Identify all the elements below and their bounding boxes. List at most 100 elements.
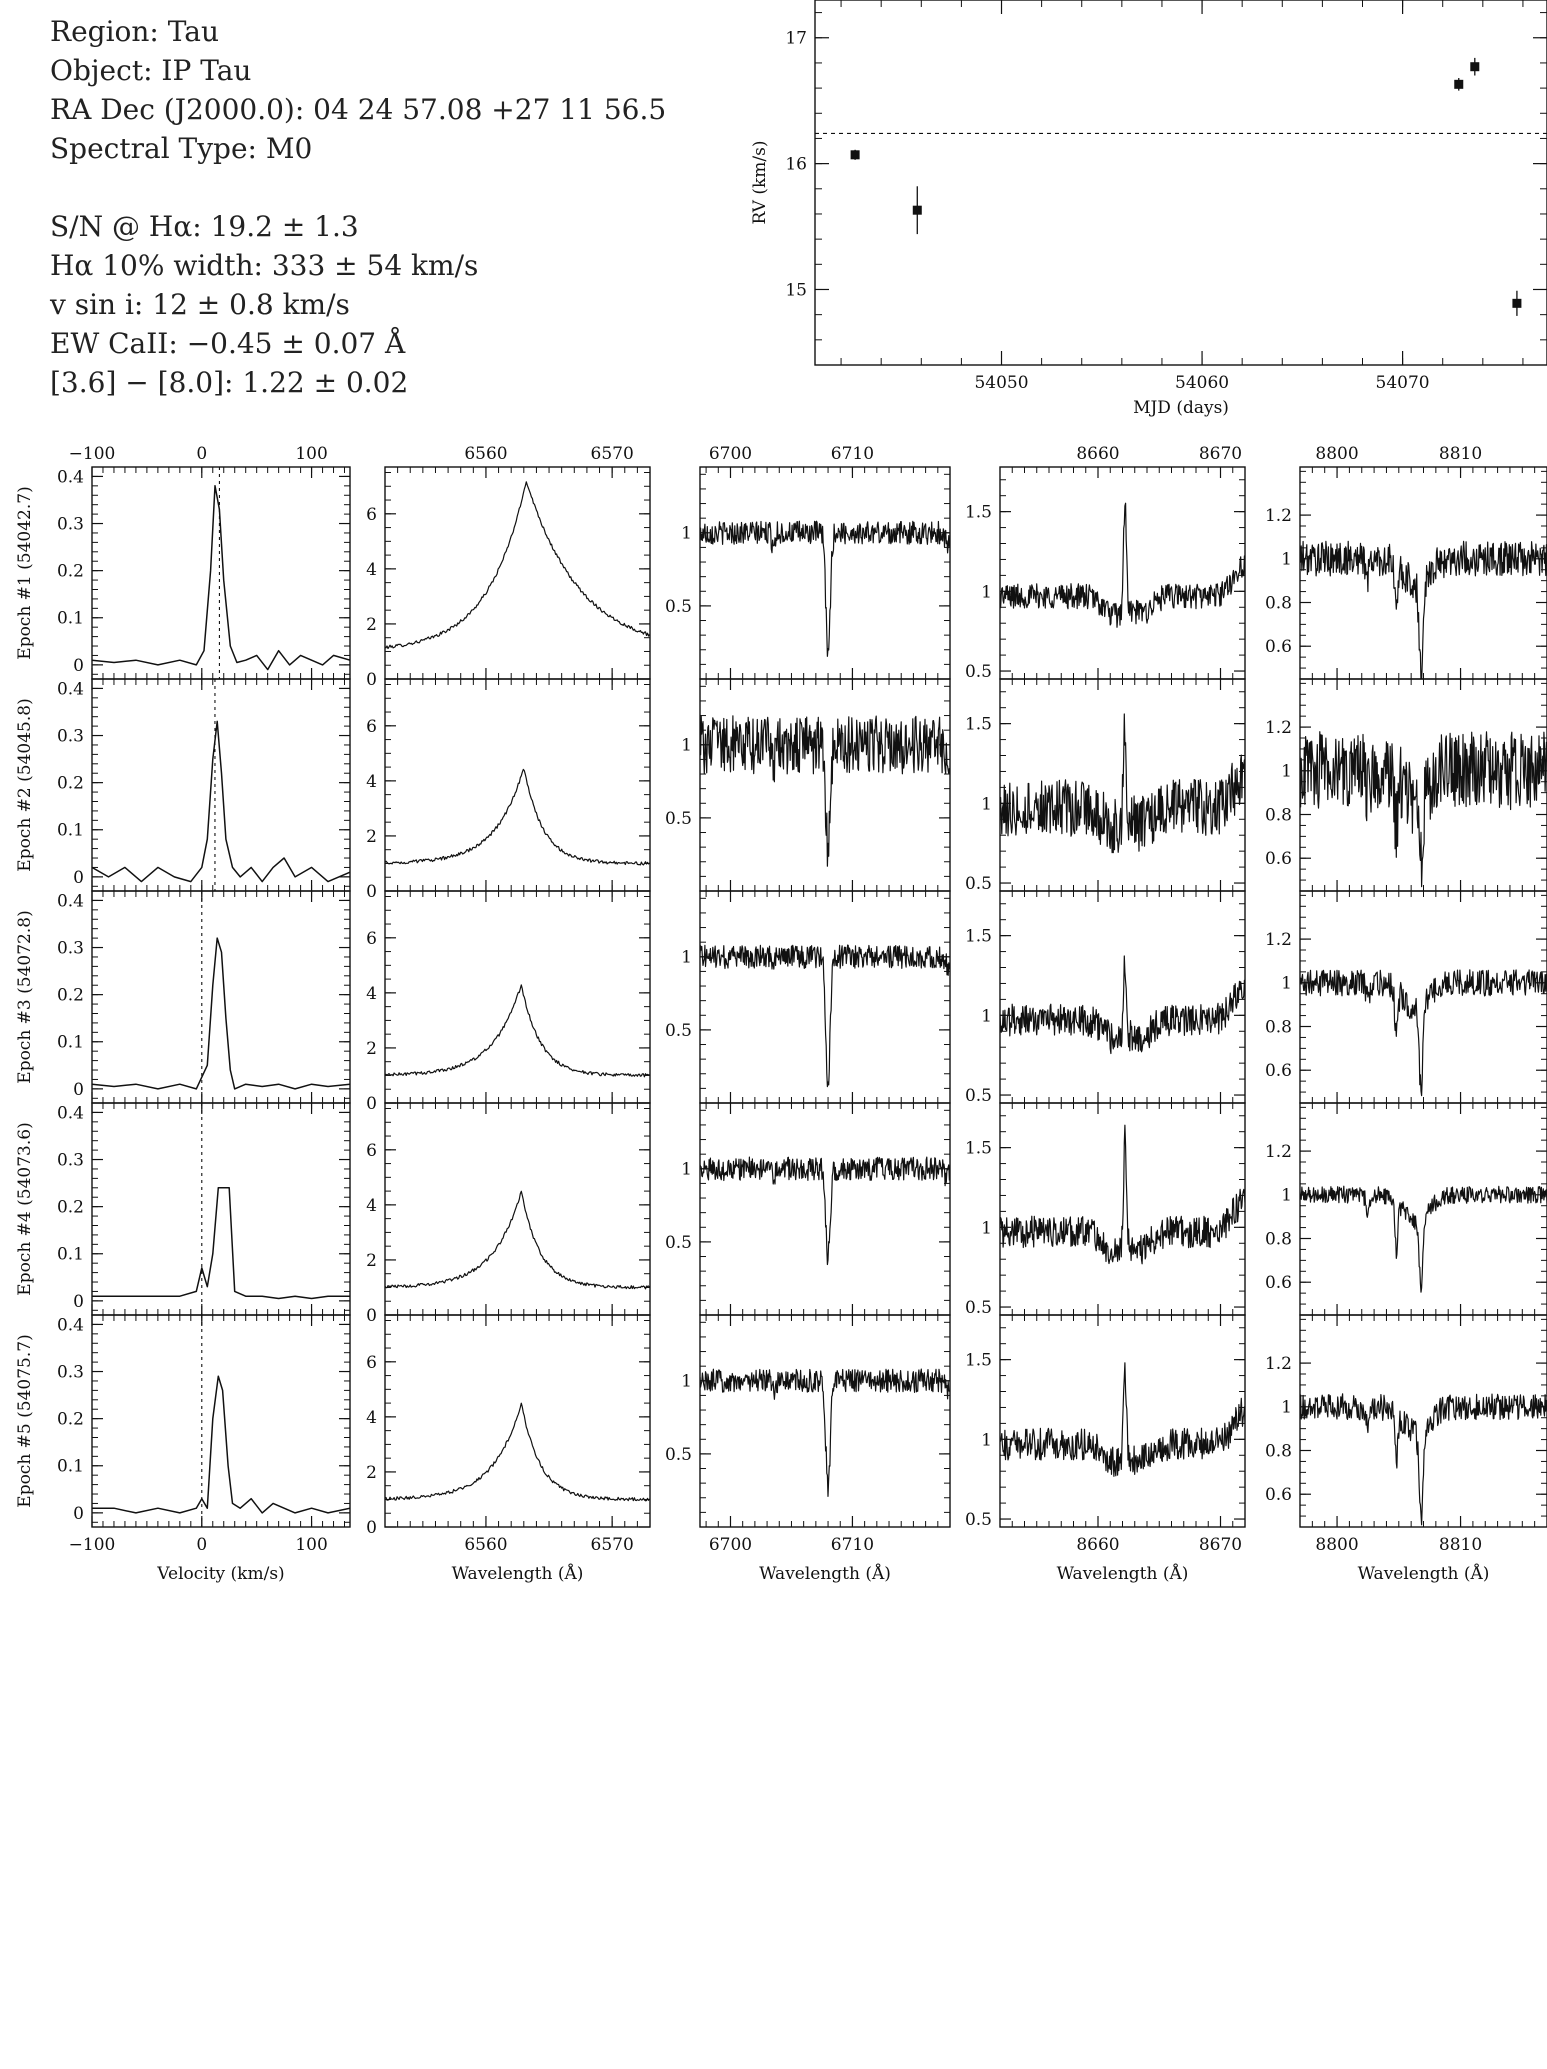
spectrum-line <box>700 715 950 867</box>
x-tick-label: 100 <box>295 444 327 464</box>
spectrum-panel: 8660 8670 0.5 1 1.5 Wavelength (Å) <box>965 1314 1246 1584</box>
rv-y-axis-label: RV (km/s) <box>750 140 770 224</box>
spectrum-panel: −100 0 100 0 0.1 0.2 0.3 0.4 Epoch #5 (54075.7) V… <box>15 1314 351 1584</box>
y-tick-label: 0.5 <box>965 1298 992 1318</box>
spectrum-line <box>700 1156 950 1266</box>
spectrum-curve-group <box>1000 955 1245 1055</box>
y-tick-label: 0.6 <box>1265 849 1292 869</box>
y-tick-label: 0.4 <box>57 891 84 911</box>
y-tick-label: 0.1 <box>57 1245 84 1265</box>
y-tick-label: 0.8 <box>1265 805 1292 825</box>
y-tick-label: 0 <box>366 882 377 902</box>
axes-frame <box>1299 1102 1547 1316</box>
spectrum-curve-group <box>700 715 950 867</box>
y-tick-label: 1.5 <box>965 927 992 947</box>
x-tick-label: 6560 <box>464 444 507 464</box>
y-tick-label: 6 <box>366 717 377 737</box>
spectrum-panel: 0.51 <box>665 890 951 1104</box>
y-tick-label: 0 <box>366 670 377 690</box>
y-tick-label: 0.5 <box>665 597 692 617</box>
spectrum-curve-group <box>92 1375 350 1514</box>
spectrum-line <box>92 720 350 883</box>
y-tick-label: 0.3 <box>57 1362 84 1382</box>
y-tick-label: 4 <box>366 560 377 580</box>
spectrum-panel: 6700 6710 0.5 1 <box>665 444 951 680</box>
y-tick-label: 0.8 <box>1265 1441 1292 1461</box>
x-tick-label: 54050 <box>974 373 1028 393</box>
y-tick-label: 0.4 <box>57 1103 84 1123</box>
x-tick-label: 6710 <box>831 444 874 464</box>
spectrum-panel: −100 0 100 0 0.1 0.2 0.3 0.4 Epoch #1 (54042.7) <box>15 444 351 680</box>
spectrum-curve-group <box>92 720 350 883</box>
rv-point <box>1454 79 1464 89</box>
x-tick-label: 6570 <box>591 1535 634 1555</box>
spectrum-curve-group <box>1000 1362 1245 1477</box>
x-tick-label: 6560 <box>464 1535 507 1555</box>
y-tick-label: 0 <box>73 1504 84 1524</box>
x-tick-label: 8800 <box>1315 1535 1358 1555</box>
spectrum-curve-group <box>385 1190 650 1290</box>
column-x-axis-label: Wavelength (Å) <box>759 1563 891 1584</box>
x-tick-label: 6700 <box>709 444 752 464</box>
spectrum-panel: 0.6 0.8 1 1.2 <box>1265 1102 1547 1316</box>
y-tick-label: 15 <box>785 280 807 300</box>
spectrum-panel: 0.51 <box>665 678 951 892</box>
x-tick-label: 6710 <box>831 1535 874 1555</box>
spectrum-curve-group <box>1300 540 1547 679</box>
y-tick-label: 0 <box>366 1306 377 1326</box>
x-tick-label: 8800 <box>1315 444 1358 464</box>
y-tick-label: 1.2 <box>1265 930 1292 950</box>
column-x-axis-label: Velocity (km/s) <box>156 1564 284 1584</box>
y-tick-label: 17 <box>785 29 807 49</box>
y-tick-label: 1 <box>681 1372 692 1392</box>
axes-frame <box>91 1102 351 1316</box>
y-tick-label: 0.1 <box>57 609 84 629</box>
y-tick-label: 0.2 <box>57 1410 84 1430</box>
axes-frame <box>999 1102 1246 1316</box>
y-tick-label: 1 <box>1281 762 1292 782</box>
spectrum-curve-group <box>385 768 650 866</box>
spectral-type-text: Spectral Type: M0 <box>50 132 313 165</box>
y-tick-label: 1 <box>1281 1398 1292 1418</box>
spectrum-curve-group <box>1300 1393 1547 1526</box>
spectrum-panel: 0 0.1 0.2 0.3 0.4 Epoch #4 (54073.6) <box>15 1102 351 1316</box>
y-tick-label: 2 <box>366 827 377 847</box>
axes-frame <box>699 1314 951 1528</box>
spectrum-line <box>1300 540 1547 679</box>
spectrum-curve-group <box>385 481 650 650</box>
column-x-axis-label: Wavelength (Å) <box>452 1563 584 1584</box>
y-tick-label: 0.2 <box>57 562 84 582</box>
x-tick-label: 54070 <box>1376 373 1430 393</box>
spectrum-line <box>700 1368 950 1498</box>
y-tick-label: 1 <box>681 524 692 544</box>
y-tick-label: 6 <box>366 929 377 949</box>
y-tick-label: 4 <box>366 1196 377 1216</box>
spectrum-curve-group <box>700 520 950 657</box>
y-tick-label: 6 <box>366 1353 377 1373</box>
spectrum-curve-group <box>1000 713 1245 854</box>
y-tick-label: 2 <box>366 1039 377 1059</box>
spectrum-panel: 0.5 1 1.5 <box>965 890 1246 1106</box>
y-tick-label: 2 <box>366 1251 377 1271</box>
y-tick-label: 0.3 <box>57 726 84 746</box>
spectrum-curve-group <box>1300 1185 1547 1293</box>
y-tick-label: 0.6 <box>1265 1485 1292 1505</box>
axes-frame <box>814 0 1547 366</box>
y-tick-label: 0 <box>73 1080 84 1100</box>
spectrum-panel: 0 2 4 6 <box>366 890 651 1114</box>
spectrum-panel: 0 2 4 6 <box>366 1102 651 1326</box>
y-tick-label: 0.1 <box>57 1457 84 1477</box>
region-text: Region: Tau <box>50 15 219 48</box>
epoch-label: Epoch #5 (54075.7) <box>15 1334 35 1507</box>
rv-point <box>1512 298 1522 308</box>
spectrum-line <box>385 1190 650 1290</box>
y-tick-label: 0.6 <box>1265 1061 1292 1081</box>
y-tick-label: 1 <box>681 948 692 968</box>
y-tick-label: 1.5 <box>965 715 992 735</box>
y-tick-label: 0.3 <box>57 1150 84 1170</box>
y-tick-label: 0.6 <box>1265 637 1292 657</box>
x-tick-label: 100 <box>295 1535 327 1555</box>
y-tick-label: 1 <box>981 1430 992 1450</box>
y-tick-label: 6 <box>366 1141 377 1161</box>
